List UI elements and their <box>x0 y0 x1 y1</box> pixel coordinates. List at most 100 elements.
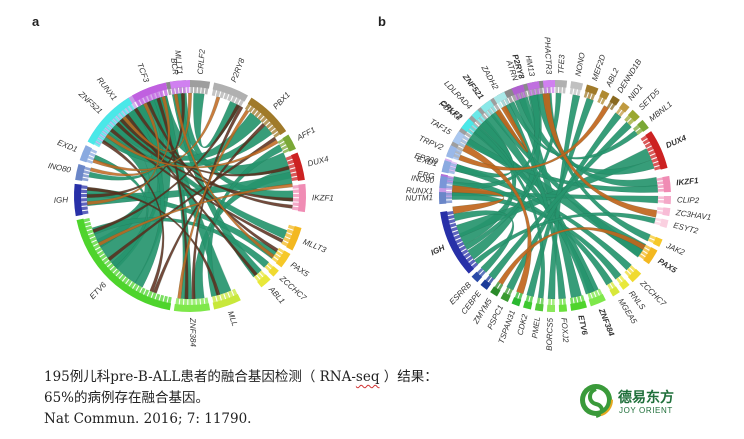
gene-segment <box>511 84 525 95</box>
gene-tick <box>271 256 279 264</box>
gene-tick <box>171 87 176 95</box>
gene-tick <box>98 132 106 140</box>
gene-tick <box>651 157 660 163</box>
gene-label: ESYT2 <box>672 221 699 236</box>
gene-segment <box>523 300 533 310</box>
gene-tick <box>212 295 217 304</box>
gene-tick <box>139 287 146 296</box>
gene-tick <box>644 244 652 251</box>
gene-tick <box>532 87 537 96</box>
gene-tick <box>521 90 527 98</box>
gene-tick <box>559 298 563 306</box>
gene-tick <box>83 166 91 171</box>
gene-tick <box>452 234 461 241</box>
gene-segment <box>132 82 168 102</box>
gene-tick <box>85 159 93 164</box>
gene-tick <box>96 136 104 143</box>
gene-label: NONO <box>573 52 586 77</box>
gene-segment <box>291 152 305 181</box>
gene-label: BCR <box>169 58 180 76</box>
gene-tick <box>200 298 205 306</box>
gene-tick <box>606 100 613 109</box>
gene-tick <box>80 206 88 211</box>
gene-tick <box>136 285 143 294</box>
gene-tick <box>624 270 632 278</box>
gene-tick <box>445 200 453 204</box>
gene-tick <box>87 233 96 239</box>
gene-tick <box>284 232 293 239</box>
gene-tick <box>219 90 225 99</box>
gene-tick <box>96 250 105 258</box>
fusion-links <box>86 92 294 300</box>
gene-tick <box>256 272 264 280</box>
gene-label: INO80 <box>410 173 435 185</box>
gene-segment <box>212 82 248 102</box>
gene-segment <box>542 80 555 88</box>
gene-tick <box>80 202 88 207</box>
gene-tick <box>292 184 300 189</box>
gene-segment <box>627 268 642 283</box>
gene-tick <box>282 148 291 154</box>
gene-tick <box>281 240 290 248</box>
gene-label: CDK2 <box>516 313 530 336</box>
fusion-link <box>508 101 639 160</box>
gene-tick <box>291 176 299 182</box>
gene-tick <box>451 155 460 161</box>
gene-label: ZC3HAV1 <box>674 208 711 222</box>
gene-tick <box>654 221 662 226</box>
gene-tick <box>277 247 286 254</box>
gene-tick <box>652 161 661 167</box>
panel-letter-a: a <box>32 14 40 29</box>
gene-segment <box>599 90 610 100</box>
gene-tick <box>279 141 287 148</box>
gene-segment <box>452 131 465 145</box>
gene-tick <box>616 277 623 285</box>
gene-tick <box>547 86 551 94</box>
gene-tick <box>536 87 541 95</box>
gene-label: ABL1 <box>266 284 286 305</box>
gene-tick <box>543 86 548 94</box>
gene-tick <box>497 283 504 292</box>
gene-tick <box>80 198 88 202</box>
gene-tick <box>484 109 492 117</box>
gene-label: TFE3 <box>557 54 567 75</box>
gene-label: ZADH2 <box>479 63 500 92</box>
gene-segments <box>439 80 671 312</box>
gene-tick <box>175 86 179 94</box>
gene-tick <box>453 151 461 158</box>
gene-label: IGH <box>54 195 69 204</box>
gene-label: PHACTR3 <box>543 37 554 75</box>
fusion-link <box>98 183 293 247</box>
logo-mark-icon <box>579 383 613 418</box>
fusion-links <box>451 92 659 300</box>
gene-tick <box>292 198 300 202</box>
caption-line-1-tail: ）结果： <box>379 369 438 385</box>
gene-tick <box>215 89 221 98</box>
gene-segment <box>74 183 83 217</box>
gene-tick <box>500 99 507 107</box>
caption-line-1-text: 195例儿科pre-B-ALL患者的融合基因检测（ RNA- <box>44 369 356 385</box>
gene-tick <box>600 97 607 105</box>
gene-label: JAK2 <box>664 241 687 258</box>
gene-tick <box>445 192 453 196</box>
gene-tick <box>583 90 589 98</box>
gene-tick <box>204 297 209 305</box>
gene-tick <box>618 109 626 117</box>
gene-tick <box>193 86 198 94</box>
gene-segment <box>627 109 640 122</box>
fusion-link <box>193 92 241 149</box>
gene-tick <box>580 295 585 303</box>
gene-tick <box>638 253 646 261</box>
gene-tick <box>244 102 252 111</box>
gene-tick <box>92 243 101 250</box>
gene-tick <box>216 294 222 303</box>
gene-tick <box>266 262 275 270</box>
gene-tick <box>507 288 513 297</box>
gene-tick <box>285 155 294 161</box>
gene-label: IKZF1 <box>676 176 700 187</box>
gene-label: IGH <box>429 243 446 257</box>
gene-tick <box>484 275 492 283</box>
gene-tick <box>95 137 103 144</box>
gene-tick <box>220 293 226 302</box>
